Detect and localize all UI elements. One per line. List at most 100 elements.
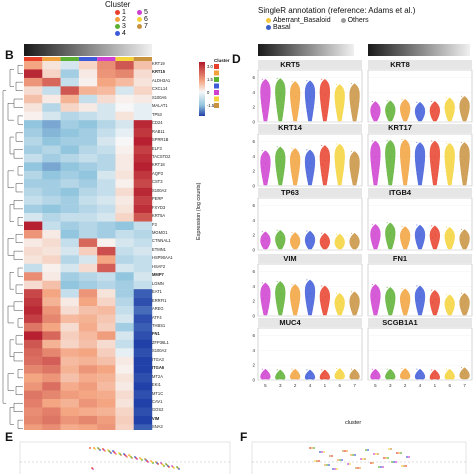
gene-label: TACSTD2 (152, 153, 171, 159)
dendrogram-branch (7, 103, 14, 121)
heatmap-cluster-strip (24, 57, 152, 61)
violin-ylabel: Expression (log counts) (196, 182, 202, 240)
violin-point (339, 301, 341, 303)
heatmap-cell (115, 272, 134, 281)
dendrogram-branch (2, 90, 6, 404)
violin-point (431, 225, 433, 227)
violin-title: TP63 (281, 188, 299, 197)
violin-point (262, 239, 264, 241)
violin-shape (385, 100, 396, 122)
violin-point (340, 312, 342, 314)
violin-point (401, 173, 403, 175)
violin-point (387, 161, 389, 163)
violin-point (416, 376, 418, 378)
heatmap-cell (42, 111, 61, 121)
heatmap-cell (78, 120, 98, 129)
heatmap-cell (97, 415, 116, 425)
scatter-point (323, 451, 325, 453)
violin-point (310, 115, 312, 117)
legend-item-5: 5 (137, 9, 159, 16)
violin-point (265, 83, 267, 85)
aberrant-dot (266, 18, 271, 23)
scatter-point (393, 461, 395, 463)
heatmap-cell (97, 230, 116, 239)
heatmap-cell (42, 120, 61, 129)
violin-xtick: 5 (264, 383, 267, 388)
gene-label: ELF3 (152, 145, 162, 151)
heatmap-cell (133, 137, 153, 146)
heatmap-cell (78, 103, 98, 112)
violin-point (295, 233, 297, 235)
violin-point (310, 370, 312, 372)
violin-point (351, 101, 353, 103)
violin-point (276, 77, 278, 79)
gene-label: ERRFI1 (152, 297, 167, 303)
scatter-point (405, 465, 407, 467)
dendrogram-branch (15, 183, 23, 193)
violin-point (404, 234, 406, 236)
violin-ytick: 2 (252, 233, 255, 238)
violin-point (324, 83, 326, 85)
heatmap-cell (42, 272, 61, 281)
violin-point (464, 105, 466, 107)
violin-point (307, 239, 309, 241)
heatmap-cell (97, 390, 116, 400)
violin-point (294, 238, 296, 240)
violin-point (461, 162, 463, 164)
heatmap-cell (97, 86, 116, 95)
scatter-point (354, 454, 356, 456)
violin-point (306, 176, 308, 178)
heatmap-cell (78, 162, 98, 172)
heatmap-cell (115, 137, 134, 146)
violin-shape (429, 225, 440, 250)
violin-point (350, 150, 352, 152)
gene-label: ATF4 (152, 314, 162, 320)
cluster-strip-cell (97, 57, 116, 61)
heatmap-cell (42, 170, 61, 180)
violin-point (324, 288, 326, 290)
violin-point (371, 368, 373, 370)
heatmap-cell (97, 120, 116, 129)
violin-point (351, 302, 353, 304)
violin-point (387, 173, 389, 175)
violin-shape (370, 101, 381, 122)
violin-point (431, 110, 433, 112)
heatmap-cell (133, 289, 153, 298)
heatmap-cell (115, 297, 134, 307)
violin-point (354, 154, 356, 156)
heatmap-cell (97, 162, 116, 172)
scatter-point (118, 452, 120, 454)
dendrogram-branch (15, 233, 23, 243)
heatmap-cell (60, 373, 80, 383)
violin-shape (290, 368, 301, 380)
violin-point (295, 152, 297, 154)
heatmap-cell (115, 77, 134, 87)
heatmap-cell (97, 103, 116, 112)
heatmap-cell (24, 120, 43, 129)
heatmap-cell (24, 128, 43, 138)
violin-point (419, 372, 421, 374)
violin-point (325, 377, 327, 379)
heatmap-cell (24, 365, 43, 374)
heatmap-cell (78, 297, 98, 307)
violin-point (434, 103, 436, 105)
heatmap-cell (60, 120, 80, 129)
heatmap-cell (24, 399, 43, 408)
heatmap-cell (97, 322, 116, 332)
heatmap-cell (42, 297, 61, 307)
heatmap-cell (78, 204, 98, 214)
violin-point (446, 115, 448, 117)
violin-point (309, 162, 311, 164)
scatter-point (359, 467, 361, 469)
violin-point (276, 146, 278, 148)
violin-point (389, 108, 391, 110)
heatmap-cell (42, 187, 61, 197)
gene-label: CD24 (152, 120, 163, 126)
heatmap-cell (60, 86, 80, 95)
violin-point (431, 140, 433, 142)
violin-point (280, 284, 282, 286)
violin-title: FN1 (392, 254, 408, 263)
violin-point (446, 237, 448, 239)
heatmap-cell (42, 128, 61, 138)
violin-point (446, 142, 448, 144)
